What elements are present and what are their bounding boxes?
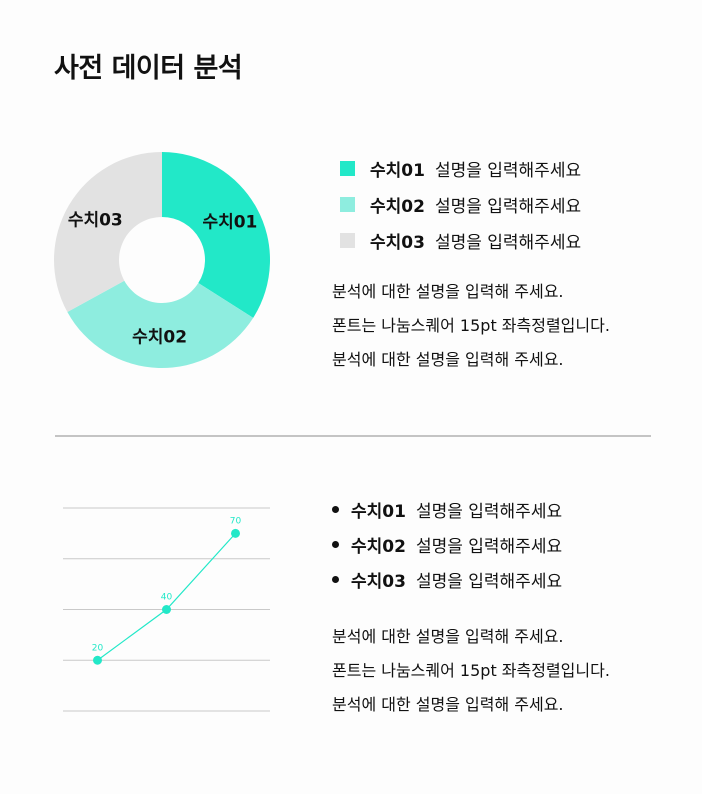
analysis-paragraph: 분석에 대한 설명을 입력해 주세요. 폰트는 나눔스퀘어 15pt 좌측정렬입… [332,620,610,722]
bullet-dot [332,576,339,583]
legend-series-label: 수치02 [370,196,425,217]
legend-description: 설명을 입력해주세요 [434,232,582,253]
paragraph-line: 분석에 대한 설명을 입력해 주세요. [332,627,564,646]
bullet-item: 수치02 설명을 입력해주세요 [332,527,562,562]
data-point [162,605,171,614]
bullet-description: 설명을 입력해주세요 [415,572,563,592]
data-point [93,655,102,665]
bullet-description: 설명을 입력해주세요 [415,502,563,522]
legend-item: 수치02 설명을 입력해주세요 [340,186,581,222]
paragraph-line: 분석에 대한 설명을 입력해 주세요. [332,695,564,714]
paragraph-line: 분석에 대한 설명을 입력해 주세요. [332,282,564,301]
analysis-paragraph: 분석에 대한 설명을 입력해 주세요. 폰트는 나눔스퀘어 15pt 좌측정렬입… [332,275,610,377]
donut-slice-label: 수치01 [202,213,257,233]
legend-item: 수치03 설명을 입력해주세요 [340,222,581,258]
donut-slice [53,152,162,313]
legend-swatch [340,196,355,212]
bullet-list: 수치01 설명을 입력해주세요 수치02 설명을 입력해주세요 수치03 설명을… [332,492,562,597]
bullet-series-label: 수치03 [351,572,406,592]
legend-description: 설명을 입력해주세요 [434,196,582,217]
paragraph-line: 폰트는 나눔스퀘어 15pt 좌측정렬입니다. [332,316,610,335]
donut-chart: 수치01 수치02 수치03 [53,152,270,369]
bullet-dot [332,541,339,548]
data-label: 20 [92,643,104,653]
page-title: 사전 데이터 분석 [54,53,243,84]
bullet-description: 설명을 입력해주세요 [415,537,563,557]
data-label: 70 [230,516,242,526]
paragraph-line: 분석에 대한 설명을 입력해 주세요. [332,350,564,369]
legend-series-label: 수치01 [370,160,425,181]
line-chart: 20 40 70 [63,507,270,712]
bullet-series-label: 수치02 [351,537,406,557]
bullet-item: 수치01 설명을 입력해주세요 [332,492,562,527]
legend-item: 수치01 설명을 입력해주세요 [340,150,581,186]
donut-slice-label: 수치03 [68,211,123,231]
data-label: 40 [161,593,173,603]
data-point [231,528,240,538]
section-divider [55,435,651,437]
legend-description: 설명을 입력해주세요 [434,160,582,181]
bullet-dot [332,506,339,513]
donut-slice-label: 수치02 [132,327,187,347]
legend-swatch [340,160,355,176]
bullet-series-label: 수치01 [351,502,406,522]
donut-slice [67,280,254,369]
paragraph-line: 폰트는 나눔스퀘어 15pt 좌측정렬입니다. [332,661,610,680]
legend-series-label: 수치03 [370,232,425,253]
bullet-item: 수치03 설명을 입력해주세요 [332,562,562,597]
legend: 수치01 설명을 입력해주세요 수치02 설명을 입력해주세요 수치03 설명을… [340,150,581,258]
donut-slice [162,152,270,318]
legend-swatch [340,232,355,248]
